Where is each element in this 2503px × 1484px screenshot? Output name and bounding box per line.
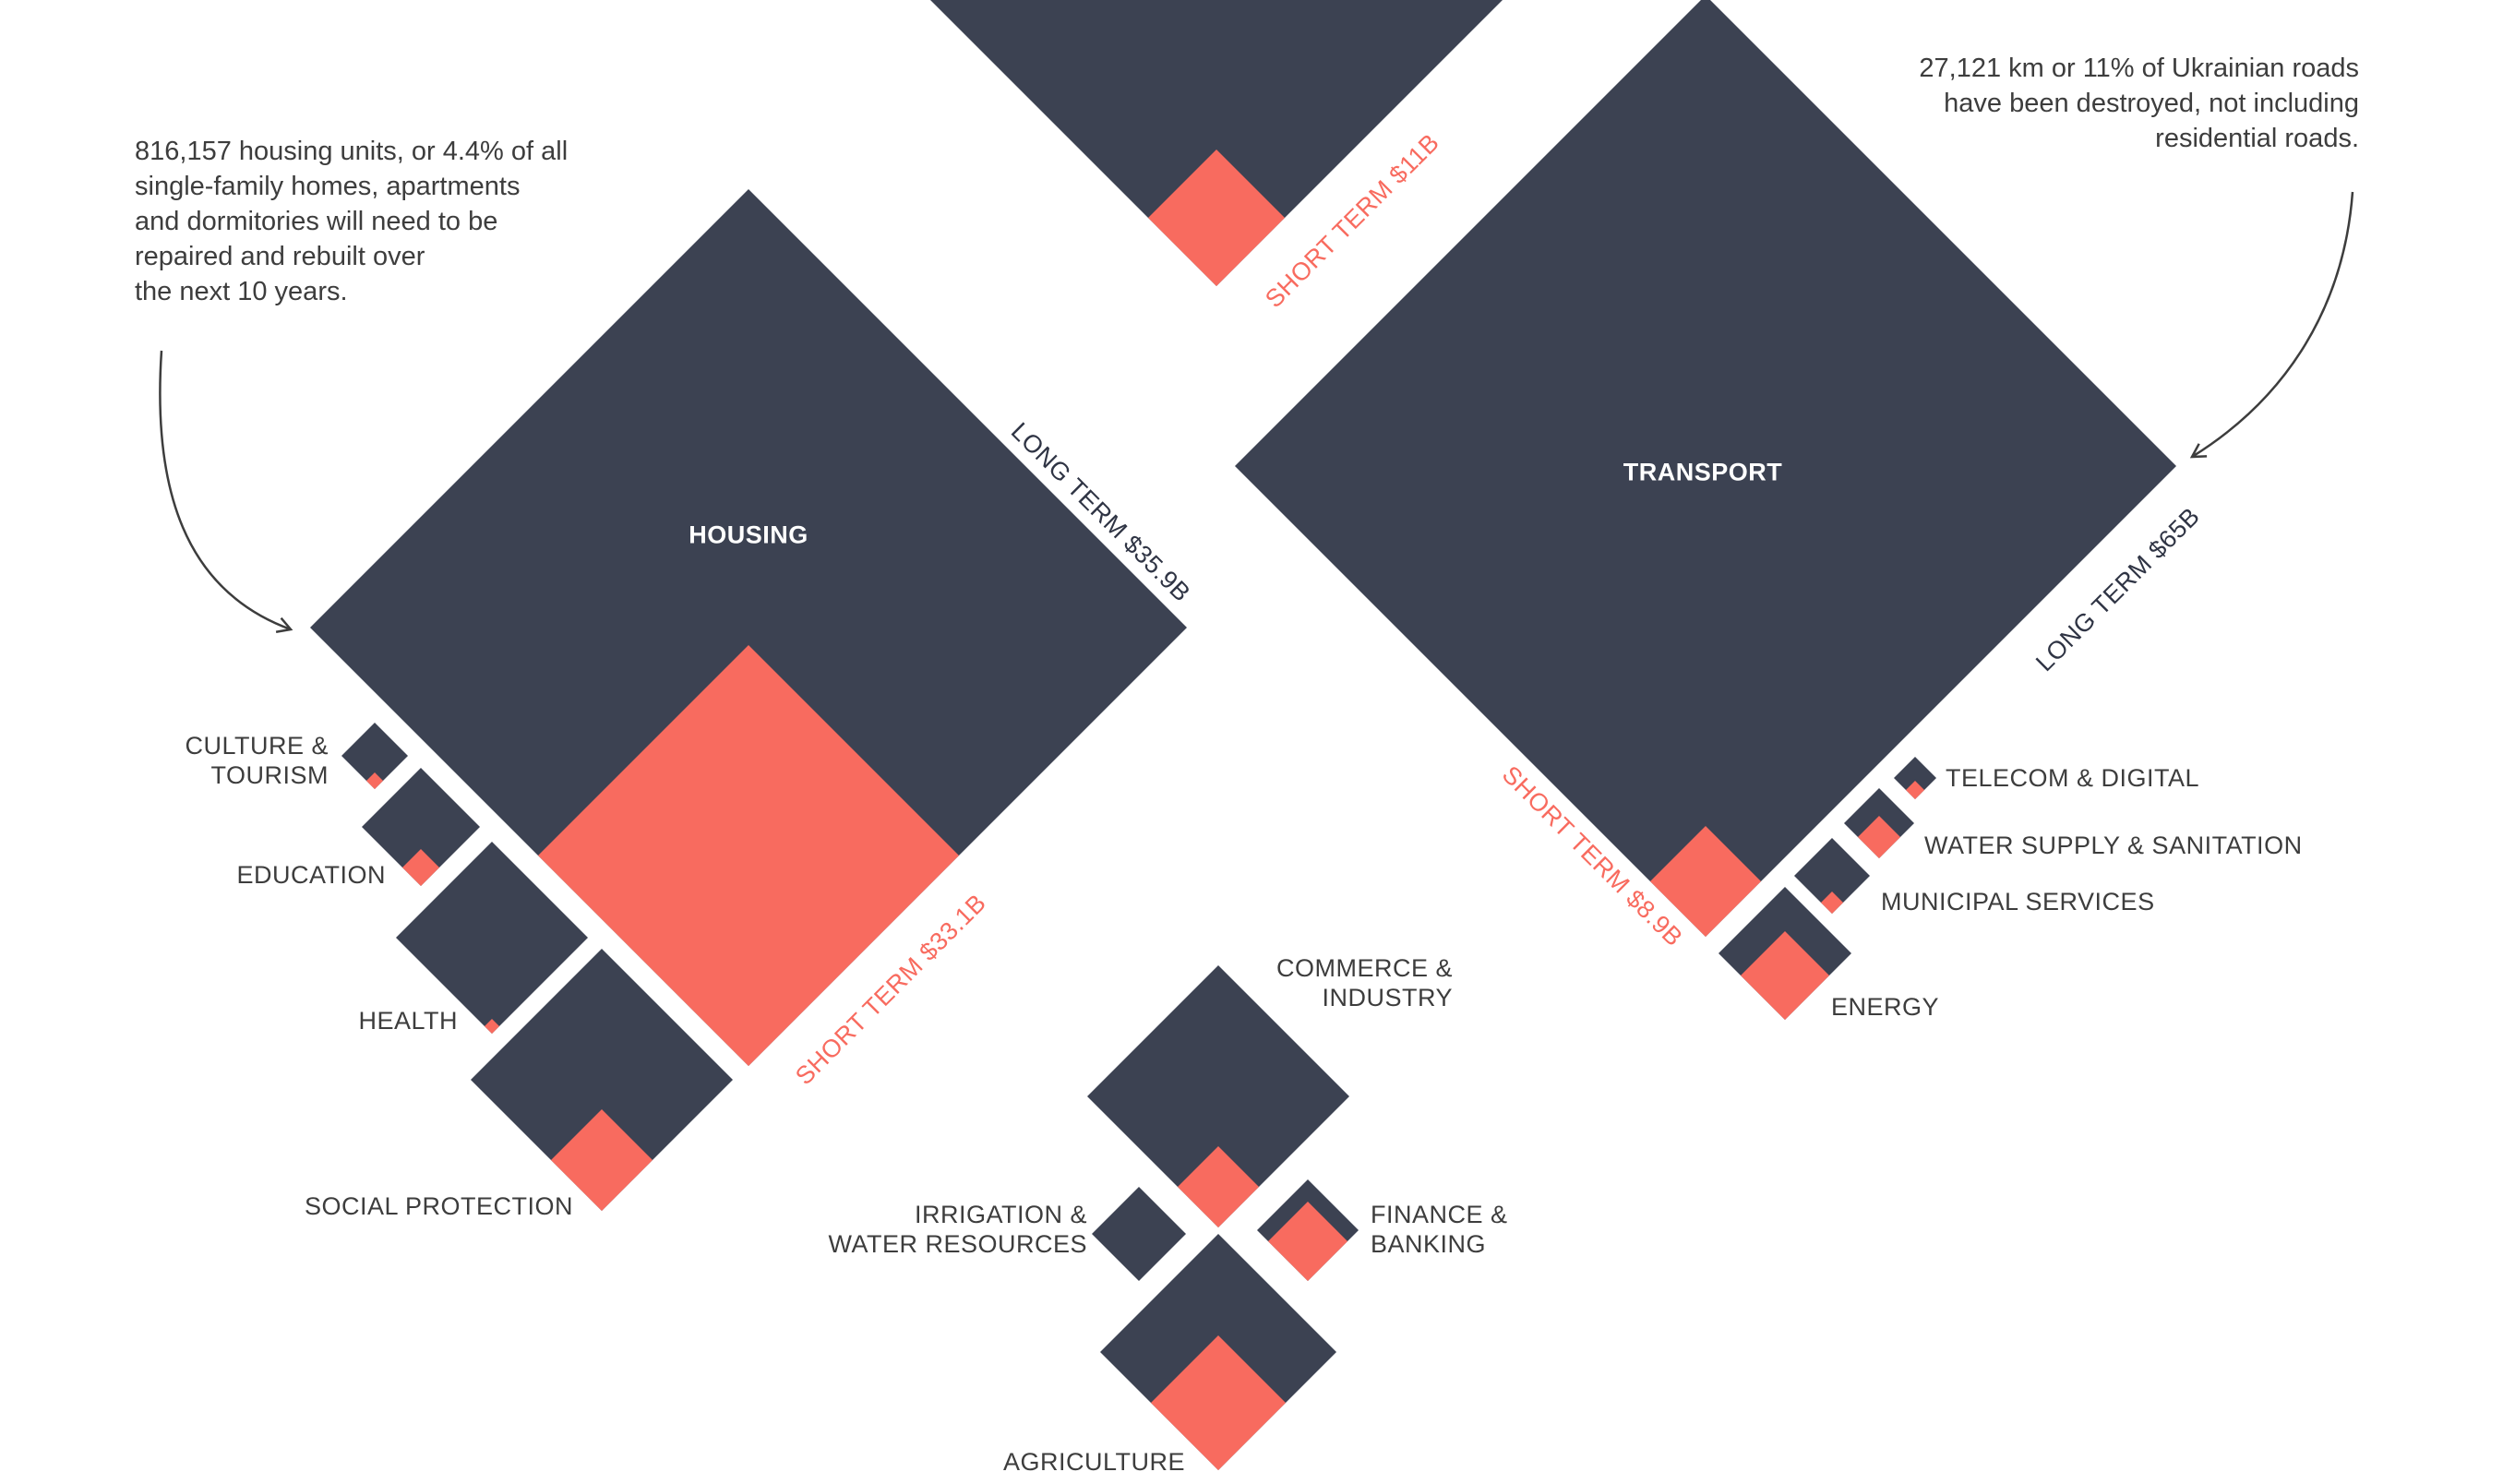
transport-long-term-diamond <box>1235 0 2176 937</box>
top-sector-short-term-diamond <box>1148 150 1285 286</box>
transport-short-term-diamond <box>1650 826 1761 937</box>
municipal-services-long-term-diamond <box>1794 838 1870 914</box>
agriculture-label: AGRICULTURE <box>1002 1448 1185 1476</box>
transport-note: 27,121 km or 11% of Ukrainian roads have… <box>1919 54 2359 153</box>
transport-title: TRANSPORT <box>1623 458 1783 486</box>
water-supply-short-term-diamond <box>1858 816 1900 858</box>
social-protection-label: SOCIAL PROTECTION <box>304 1192 573 1220</box>
irrigation-water-label: IRRIGATION & WATER RESOURCES <box>828 1201 1087 1258</box>
telecom-digital-short-term-diamond <box>1906 781 1924 799</box>
commerce-industry-label: COMMERCE & INDUSTRY <box>1275 954 1453 1011</box>
transport-note-arrow <box>2189 191 2354 459</box>
finance-banking-label: FINANCE & BANKING <box>1371 1201 1508 1258</box>
water-supply-label: WATER SUPPLY & SANITATION <box>1924 832 2303 859</box>
housing-short-term-diamond <box>538 645 959 1066</box>
education-long-term-diamond <box>362 768 480 886</box>
finance-banking-short-term-diamond <box>1268 1202 1347 1281</box>
housing-long-term-diamond <box>310 189 1187 1066</box>
diamond-group <box>310 0 2176 1470</box>
social-protection-long-term-diamond <box>471 949 733 1211</box>
irrigation-water-long-term-diamond <box>1092 1187 1186 1281</box>
education-short-term-diamond <box>402 849 439 886</box>
housing-note-arrow <box>159 350 293 633</box>
municipal-services-label: MUNICIPAL SERVICES <box>1881 888 2155 916</box>
commerce-industry-short-term-diamond <box>1178 1146 1259 1227</box>
commerce-industry-long-term-diamond <box>1087 965 1349 1227</box>
municipal-services-short-term-diamond <box>1821 892 1843 914</box>
health-long-term-diamond <box>396 842 588 1034</box>
education-label: EDUCATION <box>236 861 386 889</box>
energy-short-term-diamond <box>1741 931 1829 1020</box>
housing-note: 816,157 housing units, or 4.4% of all si… <box>135 137 569 306</box>
culture-tourism-long-term-diamond <box>341 723 408 789</box>
telecom-digital-long-term-diamond <box>1894 757 1936 799</box>
agriculture-short-term-diamond <box>1151 1335 1286 1470</box>
health-label: HEALTH <box>358 1007 458 1035</box>
culture-tourism-short-term-diamond <box>366 772 383 789</box>
culture-tourism-label: CULTURE & TOURISM <box>185 732 329 789</box>
health-short-term-diamond <box>485 1019 499 1034</box>
social-protection-short-term-diamond <box>551 1109 653 1211</box>
telecom-digital-label: TELECOM & DIGITAL <box>1946 764 2200 792</box>
housing-title: HOUSING <box>689 521 808 549</box>
top-sector-long-term-diamond <box>930 0 1503 286</box>
energy-label: ENERGY <box>1831 993 1940 1021</box>
